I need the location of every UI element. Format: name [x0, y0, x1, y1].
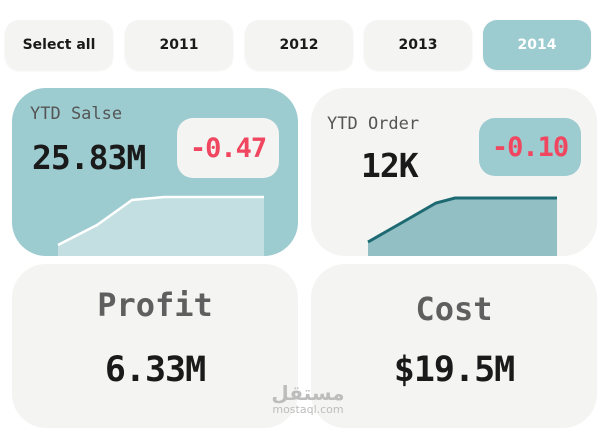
profit-value: 6.33M [104, 350, 206, 390]
cost-card[interactable]: Cost $19.5M [311, 264, 597, 428]
ytd-order-card[interactable]: YTD Order 12K -0.10 [311, 88, 597, 256]
ytd-sales-card[interactable]: YTD Salse 25.83M -0.47 [12, 88, 298, 256]
ytd-order-title: YTD Order [327, 114, 420, 134]
ytd-order-value: 12K [361, 146, 419, 185]
year-slicer: Select all 2011 2012 2013 2014 [0, 0, 616, 80]
watermark-latin-text: mostaql.com [272, 403, 344, 416]
ytd-sales-value: 25.83M [32, 138, 146, 177]
ytd-sales-delta-badge: -0.47 [177, 118, 279, 178]
profit-title: Profit [97, 286, 213, 324]
ytd-sales-delta-value: -0.47 [189, 132, 267, 164]
slicer-select-all-button[interactable]: Select all [5, 20, 113, 70]
slicer-year-2014-button[interactable]: 2014 [483, 20, 591, 70]
ytd-sales-title: YTD Salse [30, 104, 123, 124]
ytd-order-delta-value: -0.10 [491, 131, 569, 163]
ytd-order-sparkline-line [367, 196, 557, 244]
profit-card[interactable]: Profit 6.33M [12, 264, 298, 428]
ytd-order-delta-badge: -0.10 [479, 118, 581, 176]
ytd-sales-sparkline [57, 195, 264, 256]
watermark-arabic-text: مستقل [271, 381, 345, 405]
ytd-order-sparkline [367, 196, 557, 256]
cost-value: $19.5M [393, 350, 515, 390]
ytd-order-sparkline-area [368, 198, 557, 256]
slicer-year-2012-button[interactable]: 2012 [245, 20, 353, 70]
slicer-year-2011-button[interactable]: 2011 [125, 20, 233, 70]
mostaql-watermark: مستقل mostaql.com [268, 382, 348, 416]
ytd-sales-sparkline-line [57, 195, 264, 247]
cost-title: Cost [415, 290, 493, 328]
ytd-sales-sparkline-area [58, 197, 264, 256]
slicer-year-2013-button[interactable]: 2013 [364, 20, 472, 70]
